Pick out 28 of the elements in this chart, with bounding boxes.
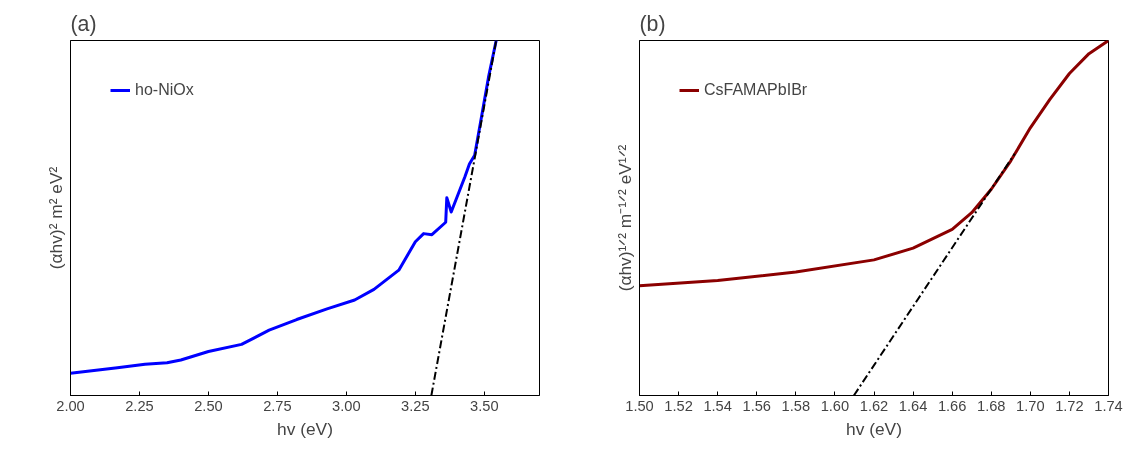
x-tick-label: 2.25	[125, 397, 154, 414]
x-tick-label: 2.00	[56, 397, 85, 414]
x-tick-label: 1.64	[898, 397, 928, 414]
x-tick-label: 2.75	[263, 397, 292, 414]
chart-title: (a)	[70, 11, 97, 36]
x-tick-label: 1.72	[1055, 397, 1084, 414]
x-tick-label: 1.62	[859, 397, 889, 414]
y-axis-title: (αhv)¹ᐟ² m⁻¹ᐟ² eV¹ᐟ²	[614, 144, 635, 292]
x-tick-label: 1.74	[1094, 397, 1123, 414]
x-tick-label: 1.68	[976, 397, 1006, 414]
x-tick-label: 1.60	[820, 397, 850, 414]
chart-title: (b)	[639, 11, 666, 36]
y-axis-title: (αhv)² m² eV²	[45, 166, 66, 270]
x-tick-label: 1.54	[703, 397, 732, 414]
x-tick-label: 3.25	[401, 397, 430, 414]
x-axis-title: hv (eV)	[277, 418, 333, 439]
x-tick-label: 1.58	[781, 397, 811, 414]
x-tick-label: 3.00	[332, 397, 361, 414]
x-tick-label: 1.52	[664, 397, 693, 414]
x-tick-label: 1.70	[1016, 397, 1045, 414]
legend-label: ho-NiOx	[135, 81, 194, 99]
legend-label: CsFAMAPbIBr	[704, 81, 808, 99]
x-tick-label: 1.66	[937, 397, 967, 414]
x-axis-title: hv (eV)	[846, 418, 902, 439]
x-tick-label: 3.50	[470, 397, 499, 414]
x-tick-label: 1.56	[742, 397, 772, 414]
x-tick-label: 2.50	[194, 397, 223, 414]
x-tick-label: 1.50	[625, 397, 654, 414]
